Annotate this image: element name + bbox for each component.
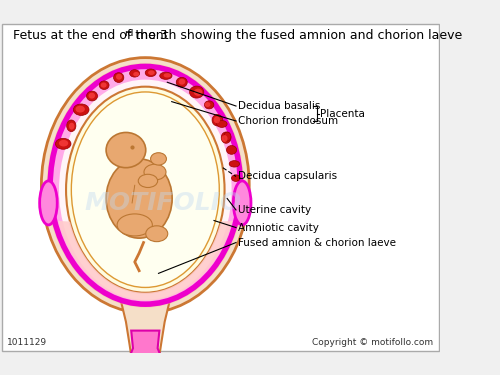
Ellipse shape bbox=[106, 132, 146, 168]
Ellipse shape bbox=[59, 80, 232, 300]
Ellipse shape bbox=[234, 181, 251, 225]
Ellipse shape bbox=[148, 70, 154, 75]
Ellipse shape bbox=[160, 72, 172, 80]
Ellipse shape bbox=[194, 88, 202, 96]
Ellipse shape bbox=[69, 123, 74, 130]
Ellipse shape bbox=[216, 120, 227, 128]
Ellipse shape bbox=[66, 120, 76, 132]
Text: month showing the fused amnion and chorion laeve: month showing the fused amnion and chori… bbox=[132, 29, 462, 42]
Ellipse shape bbox=[106, 159, 172, 238]
Ellipse shape bbox=[117, 214, 152, 236]
Ellipse shape bbox=[164, 73, 171, 78]
FancyBboxPatch shape bbox=[2, 24, 438, 351]
Text: Amniotic cavity: Amniotic cavity bbox=[238, 223, 318, 232]
Ellipse shape bbox=[74, 104, 89, 116]
Ellipse shape bbox=[226, 146, 236, 154]
Ellipse shape bbox=[120, 159, 140, 177]
Text: Fused amnion & chorion laeve: Fused amnion & chorion laeve bbox=[238, 237, 396, 248]
Ellipse shape bbox=[114, 73, 124, 82]
Ellipse shape bbox=[116, 74, 122, 80]
Ellipse shape bbox=[224, 132, 231, 141]
Ellipse shape bbox=[145, 69, 156, 76]
Ellipse shape bbox=[176, 77, 187, 87]
Ellipse shape bbox=[88, 93, 95, 99]
Ellipse shape bbox=[222, 135, 228, 142]
Text: 1011129: 1011129 bbox=[7, 338, 47, 346]
Ellipse shape bbox=[214, 116, 220, 123]
Text: Fetus at the end of the 3: Fetus at the end of the 3 bbox=[13, 29, 168, 42]
Ellipse shape bbox=[56, 138, 71, 149]
Ellipse shape bbox=[50, 66, 240, 304]
Text: Chorion frondosum: Chorion frondosum bbox=[238, 116, 338, 126]
Ellipse shape bbox=[146, 226, 168, 242]
Ellipse shape bbox=[178, 79, 185, 85]
Text: Placenta: Placenta bbox=[320, 108, 364, 118]
Ellipse shape bbox=[66, 87, 224, 293]
Text: rd: rd bbox=[124, 29, 134, 38]
Ellipse shape bbox=[232, 175, 240, 181]
Ellipse shape bbox=[100, 82, 106, 88]
Ellipse shape bbox=[59, 140, 68, 147]
Ellipse shape bbox=[150, 153, 166, 165]
Polygon shape bbox=[128, 331, 163, 375]
Ellipse shape bbox=[204, 101, 214, 109]
Ellipse shape bbox=[72, 92, 220, 288]
Ellipse shape bbox=[144, 164, 166, 180]
Ellipse shape bbox=[133, 72, 139, 76]
Ellipse shape bbox=[40, 181, 57, 225]
Polygon shape bbox=[120, 300, 170, 362]
Ellipse shape bbox=[100, 81, 109, 90]
Text: Decidua capsularis: Decidua capsularis bbox=[238, 171, 337, 182]
Ellipse shape bbox=[138, 174, 158, 188]
Text: Copyright © motifollo.com: Copyright © motifollo.com bbox=[312, 338, 434, 346]
Ellipse shape bbox=[46, 63, 244, 308]
Ellipse shape bbox=[190, 86, 204, 98]
Ellipse shape bbox=[229, 160, 239, 167]
Text: Decidua basalis: Decidua basalis bbox=[238, 101, 320, 111]
Ellipse shape bbox=[204, 102, 210, 107]
Ellipse shape bbox=[42, 58, 249, 313]
Ellipse shape bbox=[86, 91, 98, 101]
Polygon shape bbox=[58, 221, 233, 301]
Ellipse shape bbox=[212, 114, 223, 126]
Ellipse shape bbox=[221, 132, 231, 143]
Text: Uterine cavity: Uterine cavity bbox=[238, 205, 311, 215]
Text: MOTIFOLIO: MOTIFOLIO bbox=[84, 191, 241, 215]
Ellipse shape bbox=[130, 70, 140, 77]
Ellipse shape bbox=[76, 106, 85, 112]
